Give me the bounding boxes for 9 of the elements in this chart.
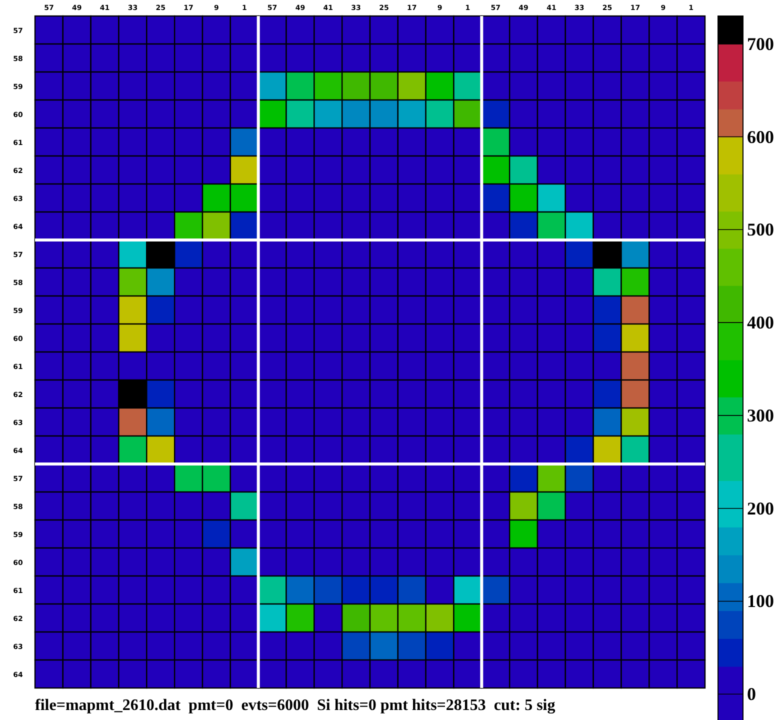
color-bar-label: 0 — [747, 684, 756, 704]
color-bar-label: 300 — [747, 405, 774, 426]
color-bar-label: 500 — [747, 220, 774, 240]
text: file=mapmt_2610.dat pmt=0 evts=6000 Si hits=0 pmt hits=28153 cut: 5 sig — [35, 697, 556, 714]
color-bar-label: 100 — [747, 591, 774, 612]
color-bar-label: 600 — [747, 126, 774, 147]
color-bar-label: 400 — [747, 312, 774, 333]
color-bar-label: 200 — [747, 498, 774, 518]
color-bar-label: 700 — [747, 34, 774, 54]
